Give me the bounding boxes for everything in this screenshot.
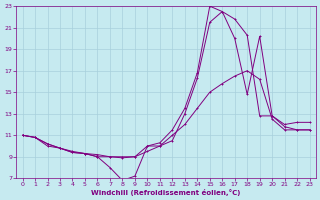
X-axis label: Windchill (Refroidissement éolien,°C): Windchill (Refroidissement éolien,°C) bbox=[92, 189, 241, 196]
